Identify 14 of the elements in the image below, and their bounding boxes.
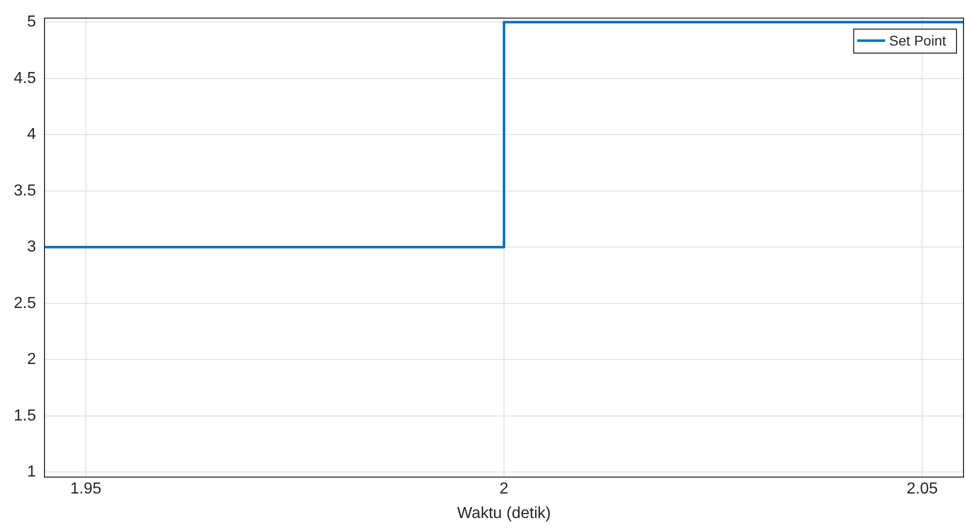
legend-label: Set Point <box>889 32 946 48</box>
x-axis-title: Waktu (detik) <box>457 504 551 522</box>
x-tick-label: 2 <box>500 480 509 498</box>
y-tick-label: 4.5 <box>14 70 36 87</box>
y-tick-label: 3 <box>27 238 36 256</box>
y-tick-label: 2.5 <box>14 294 36 312</box>
x-tick-label: 1.95 <box>70 480 102 498</box>
x-tick-label: 2.05 <box>906 480 938 498</box>
y-tick-label: 3.5 <box>14 182 36 200</box>
y-tick-label: 2 <box>27 351 36 368</box>
y-tick-label: 1 <box>27 464 36 481</box>
y-tick-label: 4 <box>27 126 36 144</box>
y-tick-label: 5 <box>27 14 36 31</box>
y-tick-label: 1.5 <box>14 407 36 424</box>
